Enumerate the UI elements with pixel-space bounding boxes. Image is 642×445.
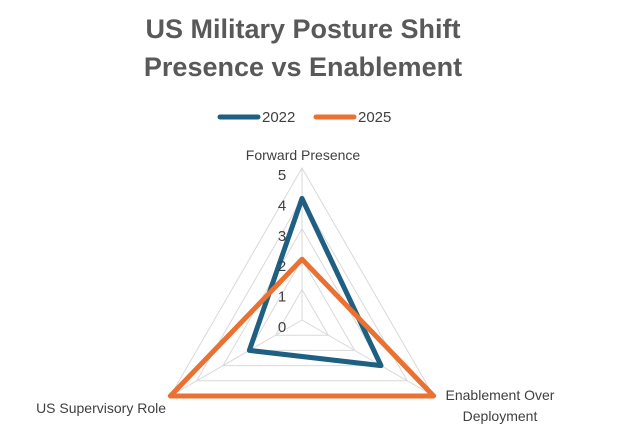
series-area xyxy=(167,256,437,399)
spoke xyxy=(170,319,303,397)
tick-label: 1 xyxy=(278,289,286,306)
axis-label: Forward Presence xyxy=(245,147,361,163)
tick-label: 0 xyxy=(278,319,286,336)
axis-label: US Supervisory Role xyxy=(36,400,166,416)
series-area xyxy=(246,195,384,369)
tick-label: 4 xyxy=(278,197,286,214)
legend-label: 2025 xyxy=(358,109,391,126)
legend-label: 2022 xyxy=(262,109,295,126)
tick-label: 2 xyxy=(278,258,286,275)
chart-title: US Military Posture Shift Presence vs En… xyxy=(143,14,463,82)
spoke xyxy=(301,319,434,397)
tick-label: 5 xyxy=(278,167,286,184)
grid-line xyxy=(248,258,356,351)
grid-line xyxy=(274,288,330,336)
tick-label: 3 xyxy=(278,228,286,245)
axis-label: Enablement Over Deployment xyxy=(445,387,555,424)
grid-line xyxy=(195,197,409,382)
